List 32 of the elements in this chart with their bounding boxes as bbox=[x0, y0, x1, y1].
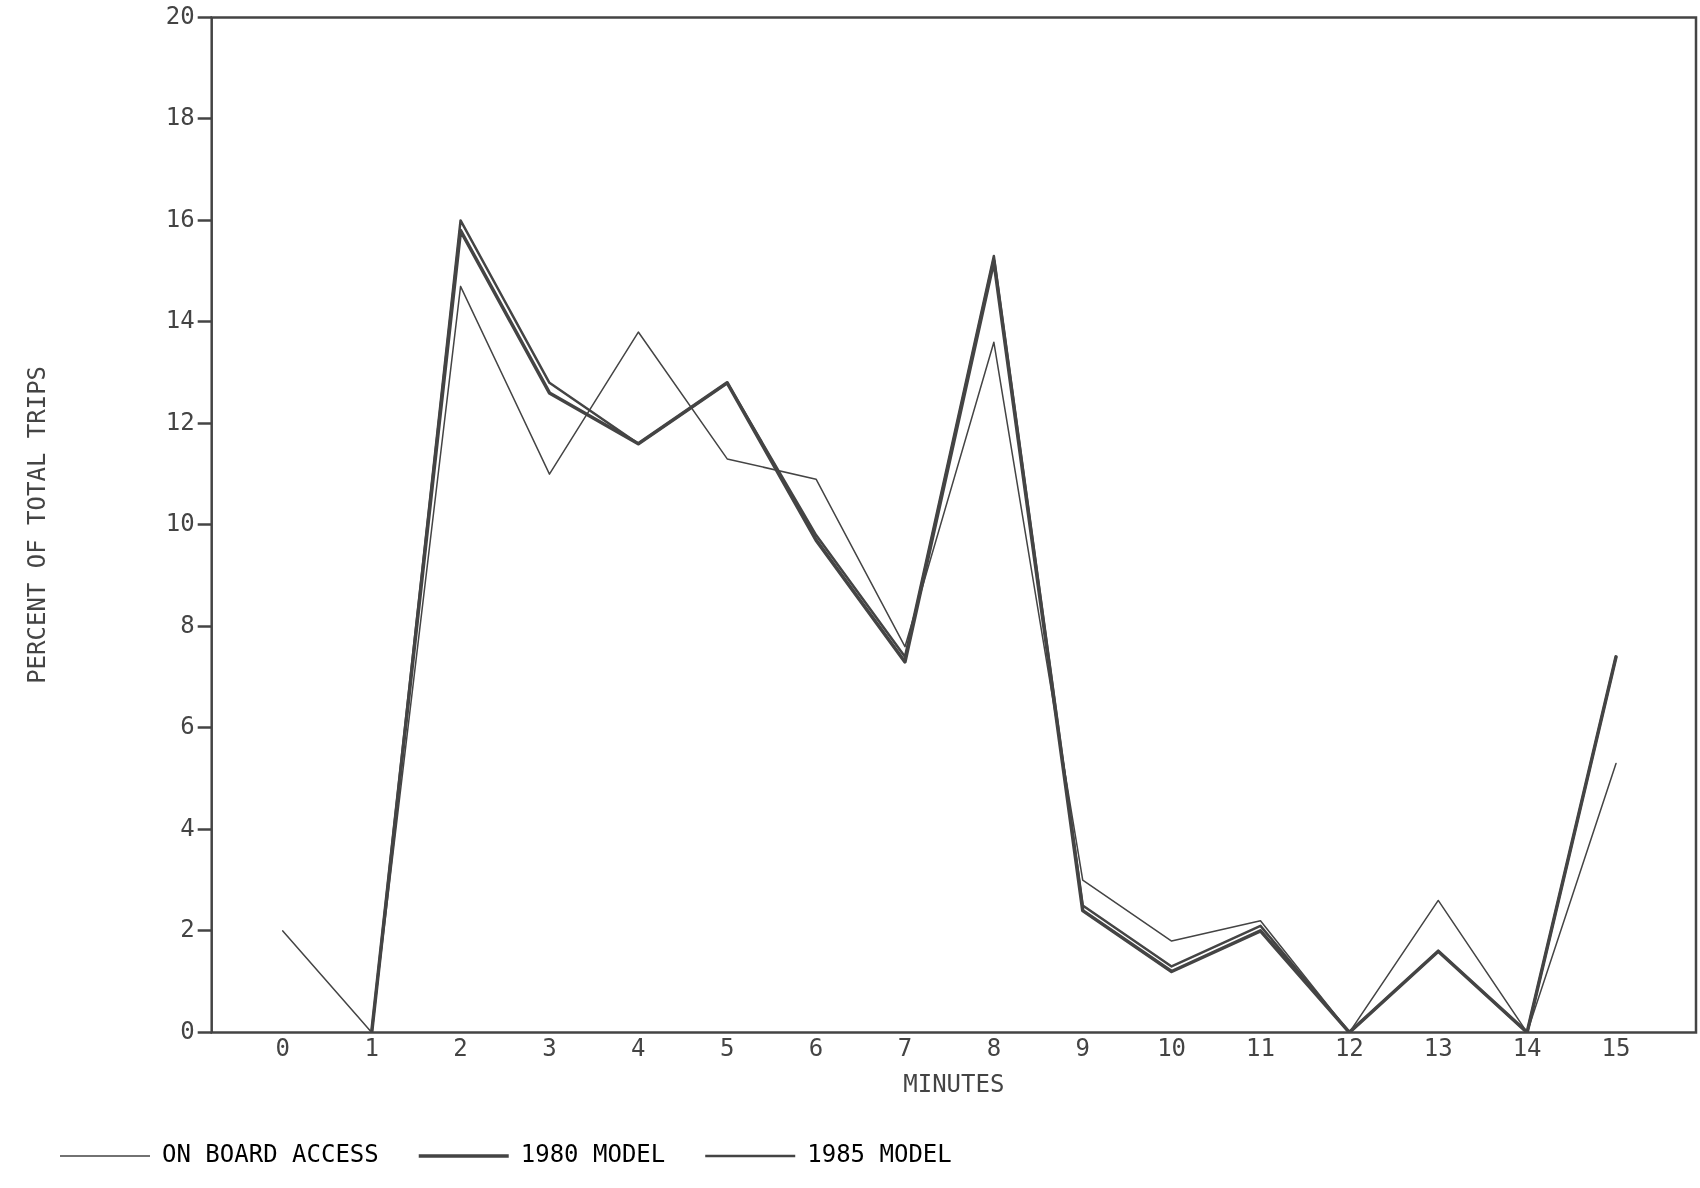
x-tick-label: 14 bbox=[1512, 1034, 1542, 1063]
y-tick-label: 0 bbox=[180, 1016, 195, 1045]
x-tick-label: 9 bbox=[1075, 1034, 1090, 1063]
x-tick-label: 2 bbox=[453, 1034, 468, 1063]
y-tick-label: 20 bbox=[165, 1, 195, 30]
x-tick-label: 15 bbox=[1601, 1034, 1631, 1063]
x-tick-label: 11 bbox=[1246, 1034, 1275, 1063]
x-tick-label: 1 bbox=[364, 1034, 379, 1063]
y-tick-label: 2 bbox=[180, 915, 195, 944]
y-tick-label: 10 bbox=[165, 509, 195, 538]
y-tick-label: 6 bbox=[180, 712, 195, 741]
x-tick-label: 8 bbox=[986, 1034, 1002, 1063]
y-tick-label: 8 bbox=[180, 610, 195, 639]
x-tick-label: 0 bbox=[275, 1034, 291, 1063]
x-tick-label: 10 bbox=[1157, 1034, 1187, 1063]
x-tick-label: 13 bbox=[1423, 1034, 1453, 1063]
legend-label: ON BOARD ACCESS bbox=[162, 1140, 379, 1169]
y-tick-label: 14 bbox=[165, 306, 195, 335]
y-tick-label: 16 bbox=[165, 204, 195, 233]
y-tick-label: 4 bbox=[180, 813, 195, 842]
x-tick-label: 3 bbox=[542, 1034, 557, 1063]
legend-label: 1980 MODEL bbox=[520, 1140, 666, 1169]
x-tick-label: 6 bbox=[808, 1034, 824, 1063]
y-tick-label: 18 bbox=[165, 103, 195, 132]
x-tick-label: 4 bbox=[631, 1034, 646, 1063]
y-axis-title: PERCENT OF TOTAL TRIPS bbox=[22, 365, 51, 684]
legend-label: 1985 MODEL bbox=[807, 1140, 952, 1169]
y-tick-label: 12 bbox=[165, 407, 195, 436]
x-tick-label: 5 bbox=[719, 1034, 735, 1063]
x-axis-title: MINUTES bbox=[903, 1069, 1005, 1098]
x-tick-label: 7 bbox=[897, 1034, 913, 1063]
x-tick-label: 12 bbox=[1334, 1034, 1364, 1063]
